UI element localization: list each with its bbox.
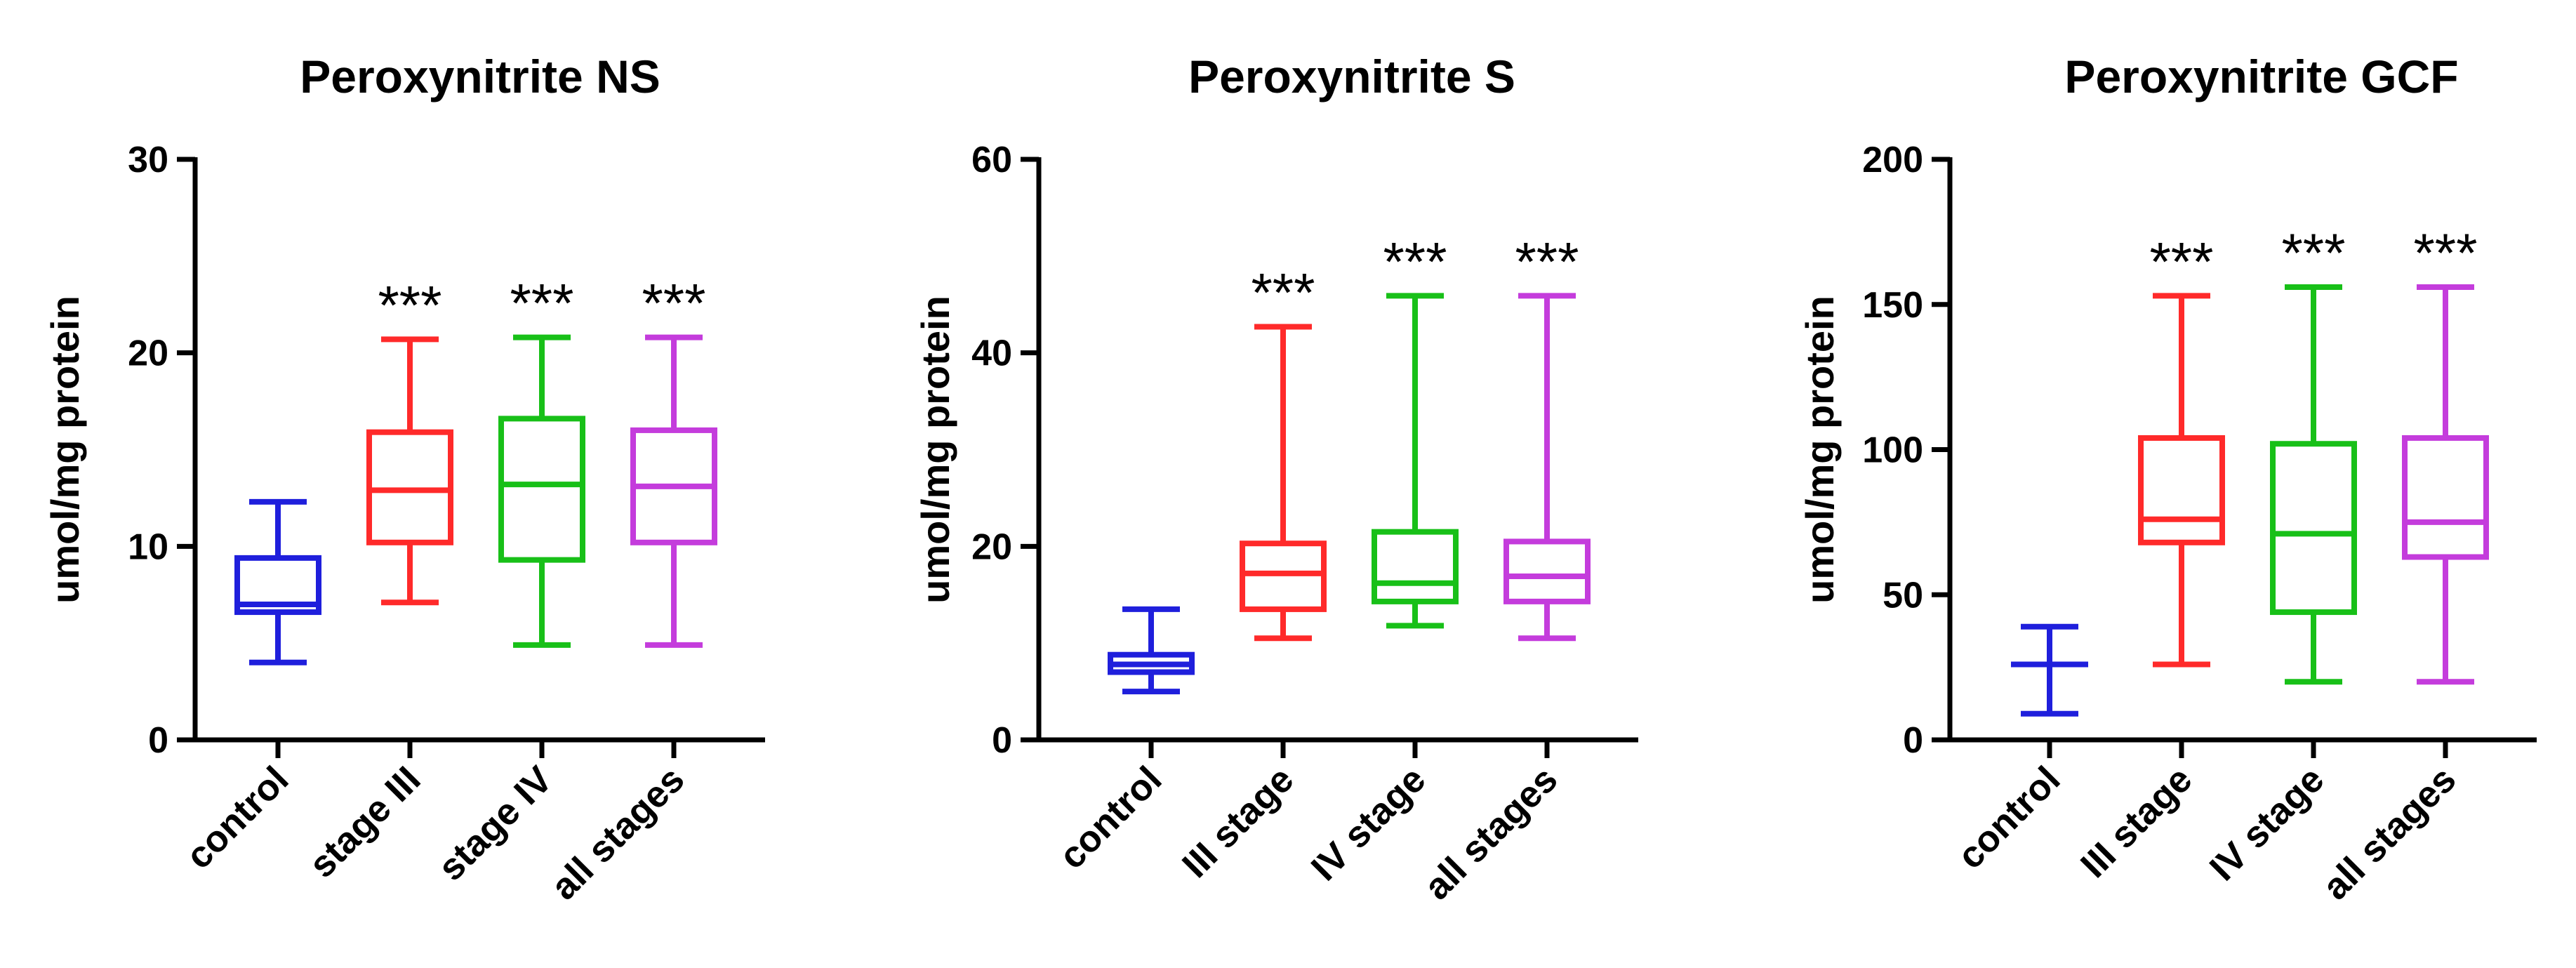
significance-marker: *** xyxy=(378,274,441,336)
box-all-stages: *** all stages xyxy=(2315,222,2489,908)
iqr-box xyxy=(1372,529,1459,604)
chart-title: Peroxynitrite S xyxy=(1188,51,1515,102)
box-all-stages: *** all stages xyxy=(543,272,717,908)
x-category-label: control xyxy=(1051,759,1170,877)
significance-marker: *** xyxy=(642,272,705,334)
y-tick-label: 10 xyxy=(128,526,168,567)
y-tick-label: 50 xyxy=(1883,575,1923,616)
box-III-stage: *** III stage xyxy=(2073,230,2225,886)
y-tick-label: 40 xyxy=(971,333,1012,374)
iqr-box xyxy=(498,416,585,563)
x-category-label: all stages xyxy=(2315,759,2464,908)
x-category-label: IV stage xyxy=(2202,759,2332,889)
x-category-label: all stages xyxy=(543,759,693,908)
y-tick-label: 150 xyxy=(1862,285,1923,326)
y-axis-label: umol/mg protein xyxy=(43,296,87,604)
y-tick-label: 100 xyxy=(1862,430,1923,471)
x-category-label: stage III xyxy=(301,759,428,886)
x-category-label: IV stage xyxy=(1303,759,1433,889)
box-IV-stage: *** IV stage xyxy=(2202,222,2357,889)
chart-title: Peroxynitrite GCF xyxy=(2064,51,2458,102)
x-category-label: control xyxy=(1950,759,2069,877)
y-tick-label: 200 xyxy=(1862,140,1923,180)
box-stage-III: *** stage III xyxy=(301,274,453,886)
box-all-stages: *** all stages xyxy=(1416,230,1591,908)
iqr-box xyxy=(1503,538,1591,604)
y-tick-label: 0 xyxy=(148,720,168,761)
iqr-box xyxy=(234,555,321,616)
iqr-box xyxy=(2270,441,2357,616)
x-category-label: control xyxy=(178,759,297,877)
y-tick-label: 30 xyxy=(128,140,168,180)
iqr-box xyxy=(2138,435,2225,545)
box-control: control xyxy=(178,498,321,877)
panel-peroxynitrite-s: Peroxynitrite S umol/mg protein 0 20 40 60 con… xyxy=(913,51,1638,908)
x-category-label: stage IV xyxy=(430,759,560,889)
panel-peroxynitrite-ns: Peroxynitrite NS umol/mg protein 0 10 20 30 co… xyxy=(43,51,765,908)
significance-marker: *** xyxy=(1383,230,1447,292)
iqr-box xyxy=(1240,541,1327,612)
significance-marker: *** xyxy=(1515,230,1579,292)
iqr-box xyxy=(366,429,453,545)
y-tick-label: 20 xyxy=(971,526,1012,567)
box-control: control xyxy=(1950,623,2088,877)
x-category-label: III stage xyxy=(2073,759,2200,886)
panel-peroxynitrite-gcf: Peroxynitrite GCF umol/mg protein 0 50 100 15… xyxy=(1798,51,2537,908)
x-category-label: all stages xyxy=(1416,759,1566,908)
x-category-label: III stage xyxy=(1174,759,1301,886)
significance-marker: *** xyxy=(2413,222,2477,284)
significance-marker: *** xyxy=(510,272,573,334)
y-tick-label: 20 xyxy=(128,333,168,374)
chart-title: Peroxynitrite NS xyxy=(300,51,660,102)
box-III-stage: *** III stage xyxy=(1174,261,1327,886)
y-tick-label: 60 xyxy=(971,140,1012,180)
y-axis-label: umol/mg protein xyxy=(913,296,957,604)
box-stage-IV: *** stage IV xyxy=(430,272,585,889)
significance-marker: *** xyxy=(2149,230,2213,292)
y-tick-label: 0 xyxy=(1903,720,1923,761)
y-tick-label: 0 xyxy=(992,720,1012,761)
significance-marker: *** xyxy=(1251,261,1315,323)
iqr-box xyxy=(2402,435,2489,560)
box-control: control xyxy=(1051,606,1195,877)
significance-marker: *** xyxy=(2281,222,2345,284)
y-axis-label: umol/mg protein xyxy=(1798,296,1842,604)
